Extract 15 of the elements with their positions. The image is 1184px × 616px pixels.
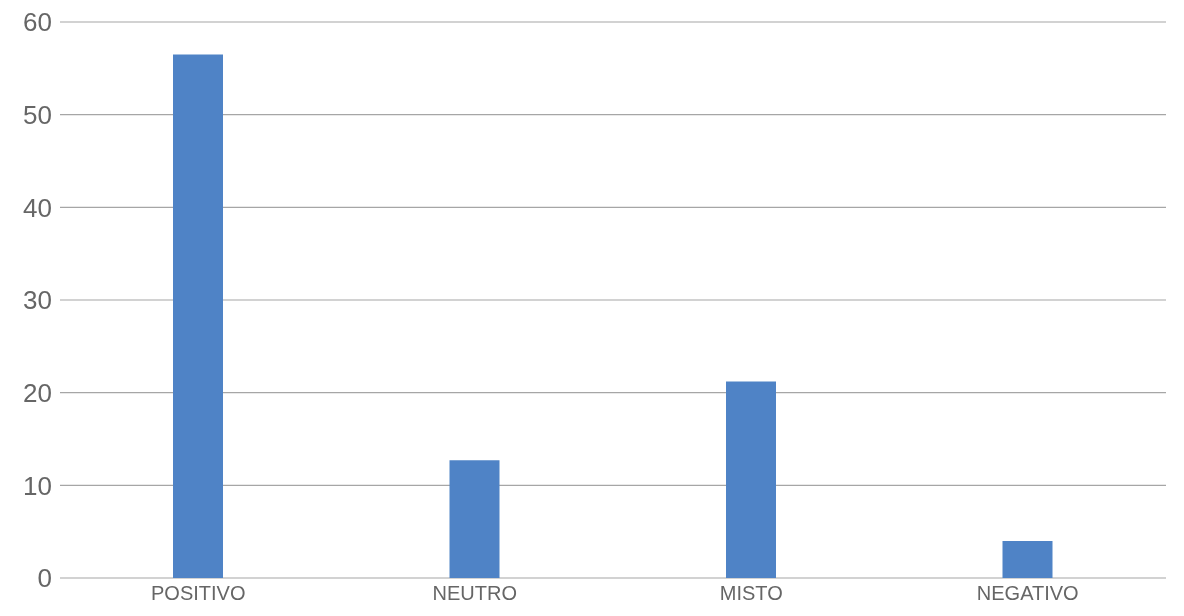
y-tick-label: 20	[23, 377, 52, 408]
y-tick-label: 60	[23, 7, 52, 38]
bar	[1002, 540, 1053, 578]
bar	[449, 460, 500, 578]
y-tick-label: 10	[23, 470, 52, 501]
y-tick-label: 30	[23, 285, 52, 316]
bar	[173, 54, 223, 578]
y-tick-label: 40	[23, 192, 52, 223]
y-tick-label: 50	[23, 99, 52, 130]
x-tick-label: MISTO	[719, 582, 783, 605]
x-tick-label: NEUTRO	[432, 582, 517, 605]
y-tick-label: 0	[37, 563, 52, 594]
bar	[726, 381, 776, 578]
x-tick-label: NEGATIVO	[976, 582, 1079, 605]
x-tick-label: POSITIVO	[151, 582, 246, 605]
